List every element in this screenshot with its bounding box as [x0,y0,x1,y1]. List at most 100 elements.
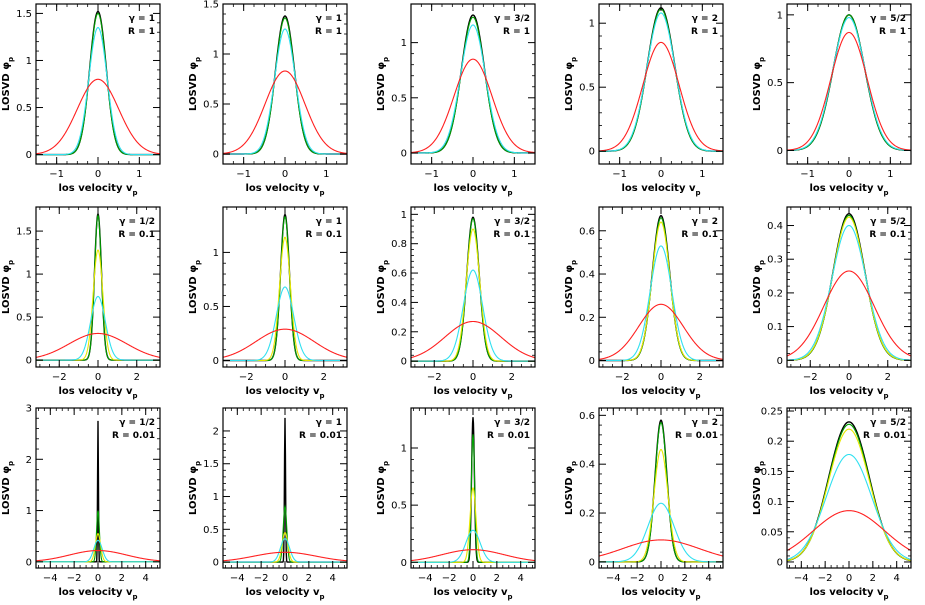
y-tick-label: 1 [589,19,595,30]
y-tick-label: 2 [26,455,32,466]
y-tick-label: 1.5 [16,9,32,20]
series-line-yellow [599,221,723,362]
r-annotation: R = 1 [691,27,718,37]
series-line-green [411,16,535,154]
gamma-annotation: γ = 1/2 [119,217,155,227]
x-axis-label: los velocity vp [622,183,701,197]
x-tick-label: 1 [323,169,329,180]
y-tick-label: 0.2 [767,288,783,299]
y-tick-label: 0.6 [579,226,595,237]
series-line-red [223,328,347,358]
subplot-2-4: −2 0 2 0 0.2 0.4 0.6 γ = 2 R = 0.1 los velocity v… [564,206,724,400]
x-axis-label: los velocity vp [59,587,138,601]
y-tick-label: 0.5 [391,93,407,104]
series-line-red [599,539,723,557]
y-tick-label: 0.6 [391,269,407,280]
y-tick-label: 1 [401,444,407,455]
x-axis-label: los velocity vp [810,587,889,601]
y-axis-label: LOSVD φp [376,260,390,314]
x-tick-label: −2 [442,573,457,584]
y-tick-label: 0.2 [767,437,783,448]
subplot-1-1: −1 0 1 0 0.5 1 1.5 γ = 1 R = 1 los velocity vp LOS… [1,3,161,197]
y-tick-label: 0.5 [579,83,595,94]
gamma-annotation: γ = 3/2 [494,418,530,428]
x-tick-label: 2 [885,372,891,383]
x-tick-label: −2 [803,372,818,383]
y-tick-label: 1 [213,492,219,503]
series-line-red [411,549,535,562]
x-tick-label: −2 [52,372,67,383]
x-tick-label: 0 [658,169,664,180]
x-tick-label: −4 [418,573,433,584]
x-tick-label: 2 [870,573,876,584]
x-tick-label: −2 [615,372,630,383]
series-line-black [787,421,911,562]
x-axis-label: los velocity vp [59,386,138,400]
y-axis-label: LOSVD φp [1,461,15,515]
series-line-red [599,41,723,152]
series-line-green [223,17,347,155]
curves [599,419,723,563]
series-line-cyan [411,24,535,154]
series-line-red [36,550,160,562]
x-axis-label: los velocity vp [246,587,325,601]
series-line-yellow [36,532,160,563]
x-tick-label: −4 [230,573,245,584]
y-tick-label: 0 [777,557,783,568]
y-tick-label: 0 [589,356,595,367]
x-axis-label: los velocity vp [434,386,513,400]
x-tick-label: 0 [95,372,101,383]
x-tick-label: 0 [282,372,288,383]
series-line-cyan [411,529,535,563]
subplot-1-3: −1 0 1 0 0.5 1 γ = 3/2 R = 1 los velocity vp LOSV… [376,3,536,197]
y-tick-label: 1 [213,50,219,61]
series-line-cyan [36,295,160,361]
y-tick-label: 0.2 [391,327,407,338]
x-axis-label: los velocity vp [434,587,513,601]
subplot-1-5: −1 0 1 0 0.5 1 γ = 5/2 R = 1 los velocity vp LOSV… [752,3,912,197]
x-tick-label: 1 [887,169,893,180]
subplot-3-5: −4 −2 0 2 4 0 0.05 0.1 0.15 0.2 0.25 γ = 5/2 R = 0.0… [752,407,912,601]
y-tick-label: 0 [401,148,407,159]
x-tick-label: 2 [119,573,125,584]
x-tick-label: 1 [511,169,517,180]
x-tick-label: 1 [699,169,705,180]
series-line-cyan [223,286,347,362]
series-line-yellow [223,236,347,362]
y-tick-label: 0 [589,557,595,568]
y-tick-label: 0.5 [203,100,219,111]
series-line-cyan [223,28,347,155]
r-annotation: R = 0.01 [487,431,530,441]
series-line-cyan [787,453,911,560]
y-tick-label: 1.5 [203,0,219,11]
r-annotation: R = 0.1 [493,230,530,240]
curves [787,421,911,562]
x-tick-label: 1 [136,169,142,180]
x-tick-label: 0 [470,372,476,383]
y-tick-label: 0 [26,557,32,568]
r-annotation: R = 0.01 [299,431,342,441]
series-line-yellow [411,228,535,362]
y-tick-label: 0 [589,147,595,158]
y-tick-label: 0 [213,558,219,569]
x-tick-label: 0 [658,573,664,584]
x-tick-label: −4 [43,573,58,584]
y-tick-label: 1 [213,248,219,259]
y-tick-label: 0 [213,150,219,161]
gamma-annotation: γ = 1 [316,217,342,227]
x-tick-label: 2 [509,372,515,383]
y-tick-label: 0.25 [761,407,783,418]
series-line-red [411,58,535,154]
series-line-yellow [787,216,911,361]
y-tick-label: 1 [401,210,407,221]
x-tick-label: 4 [894,573,900,584]
curves [223,15,347,155]
x-axis-label: los velocity vp [810,386,889,400]
x-tick-label: 4 [518,573,524,584]
series-line-red [787,510,911,552]
y-axis-label: LOSVD φp [1,260,15,314]
x-tick-label: 4 [143,573,149,584]
x-axis-label: los velocity vp [59,183,138,197]
x-axis-label: los velocity vp [246,183,325,197]
